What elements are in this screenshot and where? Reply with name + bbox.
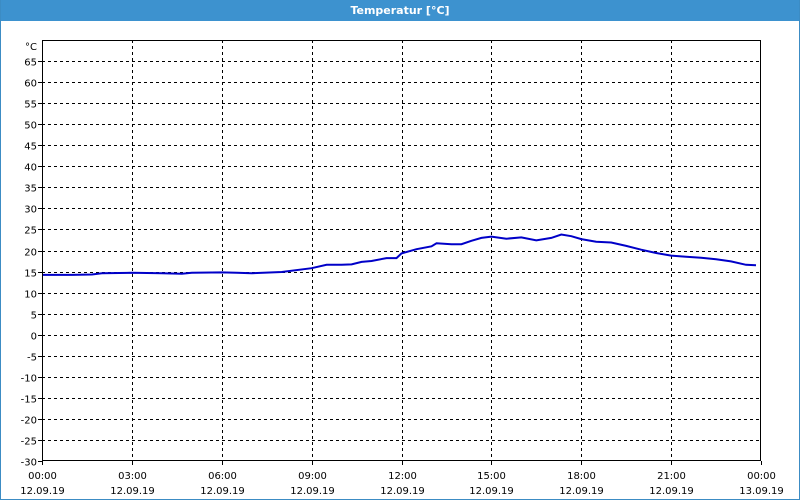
x-tick-date-label: 12.09.19 (290, 486, 335, 497)
y-tick-label: 5 (31, 311, 37, 322)
y-tick-label: 60 (24, 79, 37, 90)
x-tick-time-label: 21:00 (657, 471, 686, 482)
y-tick-label: 50 (24, 121, 37, 132)
y-tick-label: 25 (24, 226, 37, 237)
y-tick-label: -25 (21, 437, 37, 448)
x-tick-date-label: 12.09.19 (380, 486, 425, 497)
y-tick-label: -20 (21, 416, 37, 427)
x-tick-time-label: 06:00 (208, 471, 237, 482)
x-tick-time-label: 18:00 (567, 471, 596, 482)
y-tick-label: -5 (27, 353, 37, 364)
y-tick-label: 45 (24, 142, 37, 153)
y-tick-label: 55 (24, 100, 37, 111)
x-tick-date-label: 12.09.19 (649, 486, 694, 497)
plot-border (42, 40, 761, 461)
x-tick-time-label: 12:00 (388, 471, 417, 482)
grid-lines (42, 40, 761, 461)
y-tick-label: 40 (24, 163, 37, 174)
x-tick-time-label: 15:00 (477, 471, 506, 482)
x-axis: 00:00 12.09.19 03:00 12.09.19 06:00 12.09.19 0… (20, 461, 784, 497)
y-tick-label: 15 (24, 269, 37, 280)
x-tick-date-label: 12.09.19 (110, 486, 155, 497)
x-tick-time-label: 03:00 (118, 471, 147, 482)
y-tick-label: 35 (24, 184, 37, 195)
y-tick-label: -15 (21, 395, 37, 406)
y-unit-label: °C (25, 42, 37, 53)
x-tick-date-label: 12.09.19 (469, 486, 514, 497)
x-tick-time-label: 00:00 (28, 471, 57, 482)
x-tick-date-label: 12.09.19 (559, 486, 604, 497)
y-tick-label: -30 (21, 458, 37, 469)
temperature-series-line (42, 233, 757, 276)
y-tick-label: 0 (31, 332, 37, 343)
y-tick-label: 30 (24, 205, 37, 216)
y-tick-label: -10 (21, 374, 37, 385)
window-title: Temperatur [°C] (1, 0, 799, 21)
x-tick-date-label: 12.09.19 (200, 486, 245, 497)
y-axis: -30 -25 -20 -15 -10 -5 0 5 10 15 20 25 30 35 40 45 50 55 6… (21, 58, 42, 469)
x-tick-time-label: 00:00 (747, 471, 776, 482)
plot-area (42, 40, 761, 461)
y-tick-label: 20 (24, 248, 37, 259)
x-tick-date-label: 12.09.19 (20, 486, 65, 497)
x-tick-date-label: 13.09.19 (739, 486, 784, 497)
x-tick-time-label: 09:00 (298, 471, 327, 482)
y-tick-label: 10 (24, 290, 37, 301)
y-tick-label: 65 (24, 58, 37, 69)
